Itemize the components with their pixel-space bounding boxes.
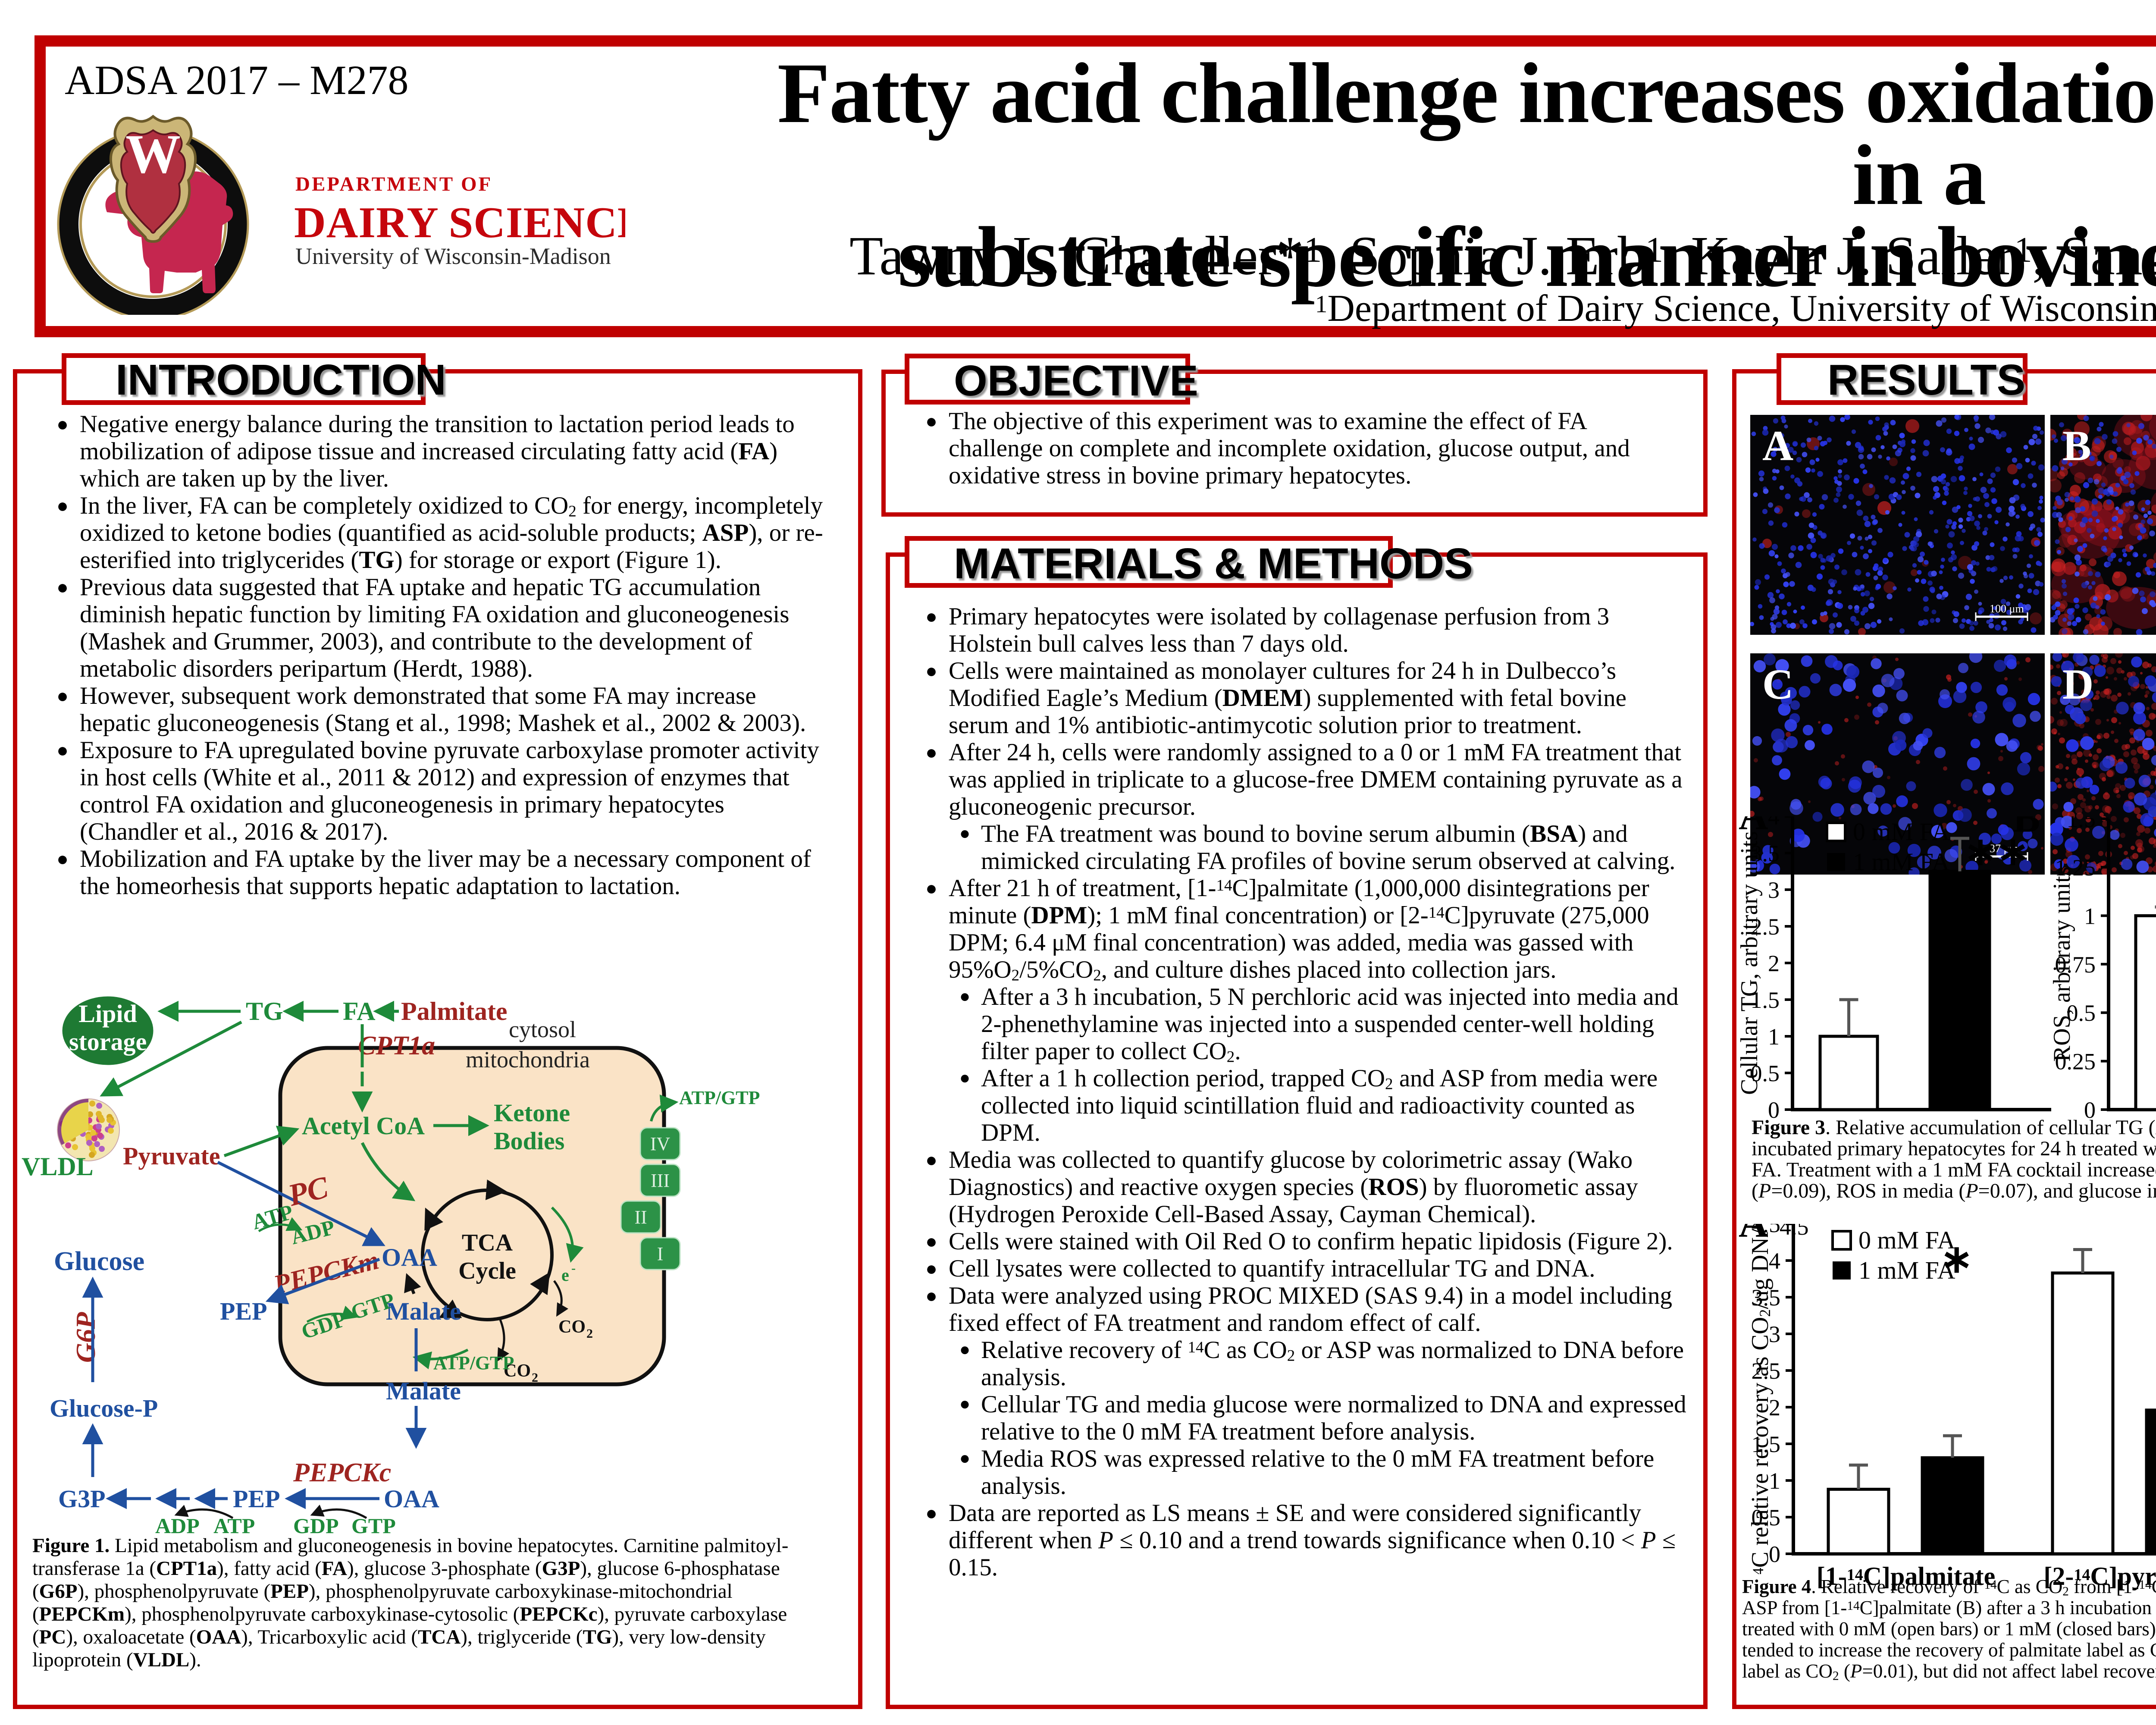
svg-text:1 mM FA: 1 mM FA bbox=[1853, 848, 1950, 876]
svg-text:A: A bbox=[1762, 422, 1793, 470]
svg-text:1.25: 1.25 bbox=[2055, 855, 2096, 881]
svg-text:0 mM FA: 0 mM FA bbox=[1858, 1226, 1955, 1254]
svg-text:mitochondria: mitochondria bbox=[466, 1047, 590, 1073]
svg-text:37 μm: 37 μm bbox=[1990, 842, 2018, 855]
svg-text:0.25: 0.25 bbox=[2055, 1049, 2096, 1075]
svg-text:3.5: 3.5 bbox=[1752, 1285, 1781, 1311]
svg-text:I: I bbox=[657, 1243, 664, 1264]
svg-text:1.5: 1.5 bbox=[2067, 816, 2096, 832]
svg-text:0: 0 bbox=[1769, 1541, 1780, 1567]
svg-text:B: B bbox=[2062, 422, 2091, 470]
svg-text:4.5: 4.5 bbox=[1752, 1224, 1781, 1237]
svg-text:Malate: Malate bbox=[386, 1297, 461, 1325]
svg-text:TG: TG bbox=[246, 997, 283, 1026]
svg-text:0.5: 0.5 bbox=[1751, 1060, 1780, 1086]
svg-text:0 mM FA: 0 mM FA bbox=[1853, 818, 1950, 846]
svg-text:4: 4 bbox=[1768, 816, 1780, 830]
svg-text:GDP: GDP bbox=[293, 1514, 339, 1535]
svg-text:4.5: 4.5 bbox=[1780, 1224, 1809, 1240]
svg-text:3: 3 bbox=[1768, 877, 1780, 903]
svg-text:Ketone: Ketone bbox=[494, 1099, 570, 1127]
svg-text:OAA: OAA bbox=[384, 1485, 439, 1513]
svg-text:cytosol: cytosol bbox=[509, 1016, 576, 1042]
svg-text:OAA: OAA bbox=[382, 1243, 437, 1271]
svg-text:1: 1 bbox=[1769, 1468, 1780, 1494]
svg-text:A: A bbox=[1739, 816, 1768, 838]
svg-text:storage: storage bbox=[69, 1028, 147, 1056]
svg-text:100 μm: 100 μm bbox=[1990, 602, 2024, 615]
svg-text:B: B bbox=[2013, 816, 2040, 841]
svg-text:0.5: 0.5 bbox=[1752, 1505, 1781, 1531]
svg-text:Cycle: Cycle bbox=[458, 1258, 516, 1284]
svg-text:-: - bbox=[571, 1261, 576, 1275]
svg-text:CO: CO bbox=[558, 1317, 586, 1337]
svg-text:1.5: 1.5 bbox=[1751, 987, 1780, 1013]
svg-text:0.5: 0.5 bbox=[2067, 1000, 2096, 1026]
svg-text:0: 0 bbox=[2084, 1097, 2096, 1123]
svg-text:ATP/GTP: ATP/GTP bbox=[433, 1352, 514, 1374]
svg-text:3: 3 bbox=[1769, 1321, 1780, 1347]
svg-text:1.5: 1.5 bbox=[1752, 1431, 1781, 1457]
svg-text:0.75: 0.75 bbox=[2055, 952, 2096, 978]
svg-text:∗: ∗ bbox=[1940, 1238, 1973, 1281]
svg-text:DAIRY SCIENCE: DAIRY SCIENCE bbox=[294, 198, 625, 247]
svg-text:3.5: 3.5 bbox=[1751, 841, 1780, 866]
svg-text:2: 2 bbox=[1768, 950, 1780, 976]
svg-text:Malate: Malate bbox=[386, 1377, 461, 1405]
svg-text:Bodies: Bodies bbox=[494, 1127, 564, 1155]
svg-text:∗∗: ∗∗ bbox=[1964, 831, 2029, 873]
svg-text:CO: CO bbox=[504, 1361, 531, 1381]
svg-text:PEP: PEP bbox=[233, 1485, 280, 1513]
svg-text:Glucose: Glucose bbox=[54, 1247, 144, 1276]
svg-text:C: C bbox=[1762, 660, 1793, 708]
svg-text:1 mM FA: 1 mM FA bbox=[1858, 1256, 1955, 1284]
svg-text:[1-14C]palmitate: [1-14C]palmitate bbox=[1817, 1562, 1996, 1590]
svg-text:ATP: ATP bbox=[213, 1514, 255, 1535]
svg-text:1: 1 bbox=[2084, 903, 2096, 929]
svg-text:GTP: GTP bbox=[351, 1514, 396, 1535]
svg-text:Lipid: Lipid bbox=[78, 1000, 137, 1028]
svg-text:ATP/GTP: ATP/GTP bbox=[679, 1087, 760, 1108]
svg-text:ADP: ADP bbox=[155, 1514, 200, 1535]
svg-text:2: 2 bbox=[532, 1371, 538, 1385]
svg-text:e: e bbox=[561, 1265, 569, 1285]
svg-text:Cellular TG, arbitrary units: Cellular TG, arbitrary units bbox=[1738, 831, 1763, 1095]
svg-text:DEPARTMENT OF: DEPARTMENT OF bbox=[295, 173, 492, 195]
svg-text:Palmitate: Palmitate bbox=[401, 997, 508, 1026]
svg-text:CPT1a: CPT1a bbox=[358, 1031, 435, 1060]
svg-text:Glucose-P: Glucose-P bbox=[50, 1394, 158, 1422]
svg-text:II: II bbox=[634, 1207, 647, 1228]
svg-text:G3P: G3P bbox=[58, 1485, 106, 1513]
svg-text:PEP: PEP bbox=[220, 1297, 267, 1325]
svg-text:Acetyl CoA: Acetyl CoA bbox=[302, 1112, 425, 1140]
svg-text:2.5: 2.5 bbox=[1751, 914, 1780, 940]
svg-text:PEPCKc: PEPCKc bbox=[293, 1458, 391, 1487]
svg-text:A: A bbox=[1739, 1224, 1768, 1246]
svg-text:D: D bbox=[2062, 660, 2093, 708]
svg-text:IV: IV bbox=[650, 1133, 671, 1154]
svg-text:1: 1 bbox=[1768, 1024, 1780, 1050]
svg-text:14C relative recovery as CO2/u: 14C relative recovery as CO2/ug DNA bbox=[1747, 1229, 1774, 1574]
svg-text:2: 2 bbox=[1769, 1395, 1780, 1421]
svg-text:4: 4 bbox=[1769, 1248, 1780, 1274]
svg-text:0: 0 bbox=[1768, 1097, 1780, 1123]
svg-text:III: III bbox=[651, 1170, 670, 1191]
svg-text:Pyruvate: Pyruvate bbox=[123, 1142, 220, 1170]
svg-text:VLDL: VLDL bbox=[22, 1152, 94, 1181]
svg-text:TCA: TCA bbox=[462, 1229, 513, 1256]
svg-text:University of Wisconsin-Madiso: University of Wisconsin-Madison bbox=[295, 243, 611, 269]
svg-text:ROS, arbitrary units: ROS, arbitrary units bbox=[2049, 866, 2075, 1062]
svg-text:W: W bbox=[125, 123, 181, 185]
svg-text:G6P: G6P bbox=[70, 1312, 101, 1363]
svg-text:2: 2 bbox=[586, 1327, 593, 1341]
svg-text:2.5: 2.5 bbox=[1752, 1358, 1781, 1384]
svg-text:FA: FA bbox=[343, 997, 376, 1026]
svg-text:[2-14C]pyruvate: [2-14C]pyruvate bbox=[2043, 1562, 2156, 1590]
